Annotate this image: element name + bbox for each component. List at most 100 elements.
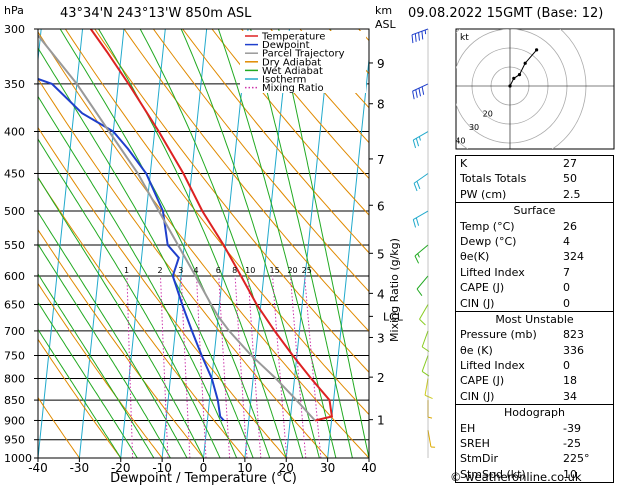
- legend-label: Dry Adiabat: [262, 57, 321, 68]
- km-tick-label: 6: [377, 199, 385, 213]
- wind-barb-flag: [412, 139, 417, 149]
- dry-adiabat-line: [38, 78, 328, 458]
- datetime-title: 09.08.2022 15GMT (Base: 12): [408, 6, 604, 21]
- mixing-ratio-line: [160, 275, 169, 458]
- index-row: Pressure (mb) 823: [460, 328, 584, 342]
- isotherm-line: [78, 29, 125, 458]
- pressure-tick-label: 950: [4, 434, 25, 447]
- wind-barb-staff: [419, 304, 429, 320]
- wind-barb-staff: [427, 430, 432, 448]
- dry-adiabat-line: [182, 29, 369, 254]
- wet-adiabat-line: [278, 29, 369, 458]
- wind-barb-flag: [421, 31, 424, 40]
- km-tick-label: 5: [377, 247, 385, 261]
- hodograph-point: [523, 61, 527, 65]
- section-title: Hodograph: [504, 406, 565, 420]
- pressure-tick-label: 750: [4, 349, 25, 362]
- dry-adiabat-line: [211, 29, 369, 216]
- wind-barb-staff: [414, 244, 429, 257]
- basic-indices: K 27 Totals Totals 50 PW (cm) 2.5: [455, 155, 614, 203]
- wind-barb-staff: [424, 378, 429, 396]
- pressure-tick-label: 850: [4, 394, 25, 407]
- index-row: SREH -25: [460, 437, 581, 451]
- index-row: θe(K) 324: [460, 250, 584, 264]
- wind-barb-flag: [421, 86, 425, 95]
- x-axis-title: Dewpoint / Temperature (°C): [110, 471, 297, 486]
- dry-adiabat-line: [94, 29, 369, 374]
- mixing-ratio-line: [196, 275, 207, 458]
- wet-adiabat-line: [38, 273, 155, 458]
- wet-adiabat-line: [38, 95, 238, 458]
- wet-adiabat-line: [98, 29, 287, 458]
- parcel-trajectory-line: [38, 33, 316, 422]
- dry-adiabat-line: [241, 29, 369, 180]
- hodograph: kt 40 30 20: [456, 29, 614, 149]
- index-row: StmDir 225°: [460, 452, 590, 466]
- mixing-ratio-line: [180, 275, 191, 458]
- wind-barb-flag: [415, 89, 418, 98]
- index-row: Lifted Index 0: [460, 359, 570, 373]
- hodograph-point: [508, 84, 512, 88]
- mixing-ratio-line: [234, 275, 248, 458]
- dry-adiabat-line: [38, 396, 80, 458]
- wet-adiabat-line: [38, 47, 254, 458]
- mixing-ratio-label: 20: [287, 266, 297, 275]
- hodograph-point: [512, 76, 516, 80]
- temperature-line: [89, 29, 334, 422]
- hodograph-ring-label: 20: [483, 109, 493, 118]
- pressure-tick-label: 650: [4, 299, 25, 312]
- index-row: θe (K) 336: [460, 343, 584, 357]
- asl-unit-label: ASL: [375, 18, 397, 31]
- mixing-ratio-line: [289, 275, 307, 458]
- mixing-ratio-axis-title: Mixing Ratio (g/kg): [388, 238, 401, 342]
- wind-barb-staff: [413, 131, 429, 141]
- wind-barb-flag: [417, 253, 420, 258]
- km-tick-label: 7: [377, 153, 385, 167]
- wind-barb-flag: [418, 88, 421, 97]
- km-tick-label: 9: [377, 57, 385, 71]
- index-row: CAPE (J) 18: [460, 374, 577, 388]
- lcl-label: LCL: [383, 310, 404, 323]
- pressure-tick-label: 500: [4, 205, 25, 218]
- pressure-tick-label: 450: [4, 167, 25, 180]
- wind-barb-flag: [419, 318, 426, 326]
- wind-barb-staff: [413, 210, 429, 220]
- index-row: CAPE (J) 0: [460, 281, 570, 295]
- temp-tick-label: -20: [111, 461, 131, 475]
- temp-tick-label: 0: [200, 461, 208, 475]
- legend-label: Mixing Ratio: [262, 83, 324, 94]
- wind-barb-flag: [416, 288, 423, 296]
- wind-barb-flag: [418, 136, 421, 141]
- wet-adiabat-line: [38, 301, 138, 458]
- index-row: Dewp (°C) 4: [460, 234, 570, 248]
- hodograph-ring-label: 30: [469, 123, 479, 132]
- profile-lines: [38, 29, 334, 422]
- temp-tick-label: 40: [361, 461, 376, 475]
- index-row: EH -39: [460, 421, 581, 435]
- location-title: 43°34'N 243°13'W 850m ASL: [60, 6, 252, 21]
- wind-barb-flag: [414, 255, 420, 264]
- hodograph-point: [517, 73, 522, 77]
- legend-label: Temperature: [261, 32, 325, 43]
- index-row: Totals Totals 50: [460, 172, 577, 186]
- mixing-ratio-line: [304, 275, 322, 458]
- legend-label: Dewpoint: [262, 40, 310, 51]
- wet-adiabat-line: [38, 243, 171, 458]
- pressure-tick-label: 700: [4, 325, 25, 338]
- temp-tick-label: -30: [70, 461, 90, 475]
- pressure-tick-label: 300: [4, 23, 25, 36]
- km-tick-label: 4: [377, 287, 385, 301]
- dry-adiabat-line: [38, 228, 204, 458]
- wet-adiabat-line: [38, 211, 188, 458]
- wind-barb-flag: [414, 33, 417, 42]
- km-tick-label: 2: [377, 371, 385, 385]
- isotherm-line: [161, 29, 208, 458]
- wind-barb-flag: [415, 217, 420, 226]
- wind-barb-staff: [416, 275, 429, 290]
- grid-lines: [38, 29, 369, 458]
- pressure-tick-label: 400: [4, 126, 25, 139]
- isotherm-line: [38, 29, 84, 458]
- legend-background: [240, 31, 366, 93]
- legend-label: Parcel Trajectory: [262, 49, 345, 60]
